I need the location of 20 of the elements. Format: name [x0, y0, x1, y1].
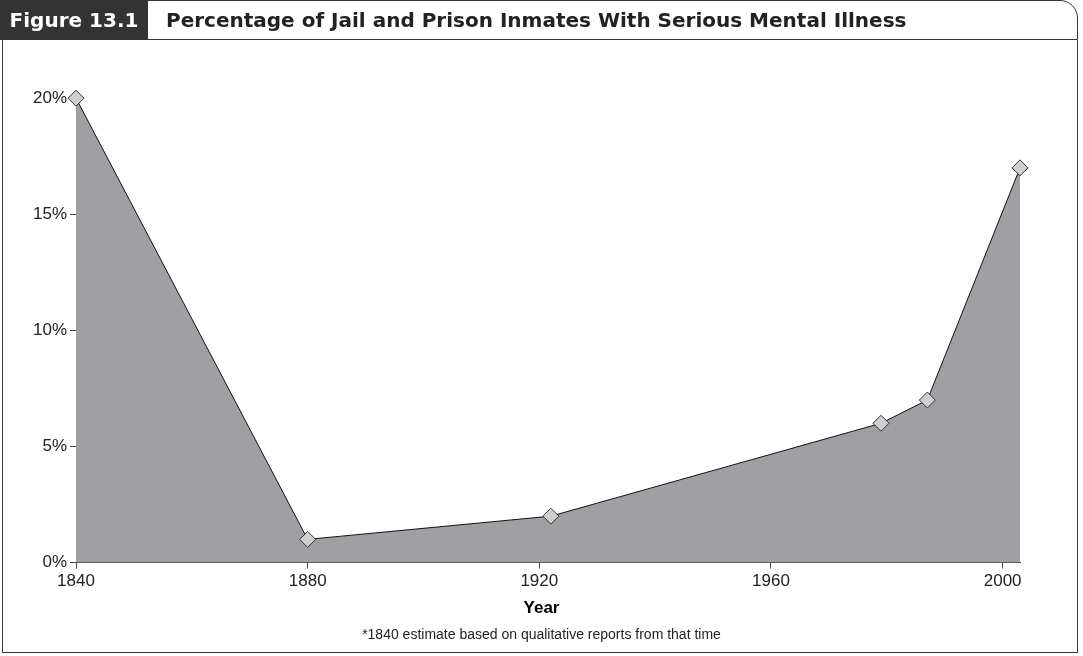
- point: [67, 89, 85, 107]
- x-tick-label: 2000: [983, 571, 1022, 591]
- y-tick-label: 10%: [32, 320, 68, 340]
- x-tick-label: 1840: [57, 571, 95, 591]
- x-tick-label: 1960: [752, 571, 790, 591]
- caption: Figure 13.1: [0, 0, 148, 40]
- y-tick-label: 0%: [42, 552, 68, 572]
- point: [1011, 159, 1029, 177]
- x-tick-label: 1920: [520, 571, 559, 591]
- point: [872, 414, 890, 432]
- point: [542, 507, 560, 525]
- y-tick-label: 15%: [32, 203, 68, 223]
- y-tick-label: 20%: [32, 87, 68, 107]
- y-tick-label: 5%: [42, 436, 68, 456]
- x-tick-label: 1880: [288, 571, 327, 591]
- x-axis-title: Year: [522, 598, 561, 618]
- chart-title: Percentage of Jail and Prison Inmates With Serious Mental Illness: [166, 7, 907, 34]
- point: [918, 391, 936, 409]
- text: *1840 estimate based on qualitative reports from that time: [361, 626, 722, 642]
- point: [299, 530, 317, 548]
